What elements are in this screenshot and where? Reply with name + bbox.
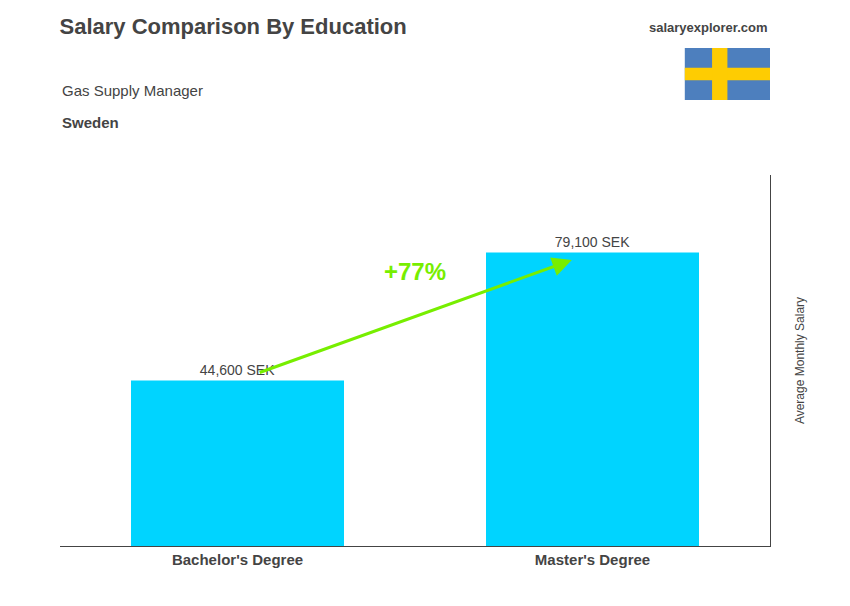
svg-text:Master's Degree: Master's Degree — [535, 551, 650, 568]
svg-text:+77%: +77% — [384, 258, 446, 285]
svg-text:44,600 SEK: 44,600 SEK — [200, 362, 275, 378]
svg-text:Average Monthly Salary: Average Monthly Salary — [793, 297, 807, 424]
svg-text:Sweden: Sweden — [62, 114, 119, 131]
svg-text:Salary Comparison By Education: Salary Comparison By Education — [60, 14, 407, 39]
svg-text:salaryexplorer.com: salaryexplorer.com — [649, 20, 768, 35]
svg-text:Gas Supply Manager: Gas Supply Manager — [62, 82, 203, 99]
svg-text:Bachelor's Degree: Bachelor's Degree — [172, 551, 303, 568]
svg-text:79,100 SEK: 79,100 SEK — [555, 234, 630, 250]
